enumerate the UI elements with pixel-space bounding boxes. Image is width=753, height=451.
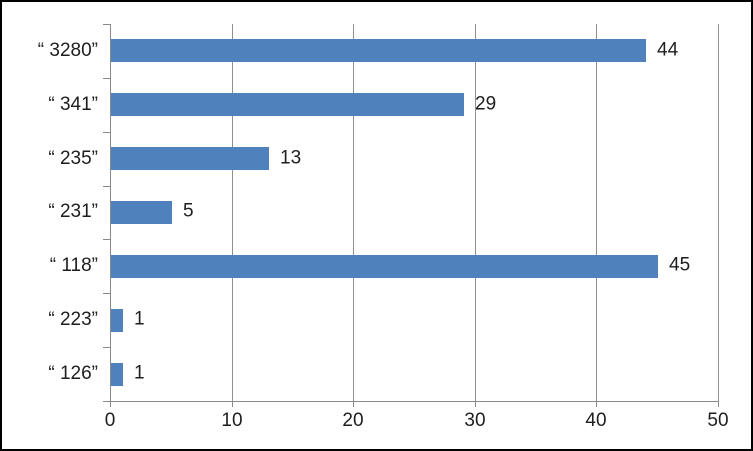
value-axis-tick [596,401,597,407]
gridline [475,24,476,401]
bar [111,39,646,62]
category-label: “ 231” [48,201,98,222]
value-axis-tick-label: 10 [221,410,243,431]
gridline [718,24,719,401]
value-axis-tick [353,401,354,407]
value-axis-tick-label: 20 [342,410,364,431]
bar-value-label: 44 [657,39,679,61]
bar-value-label: 1 [134,308,145,330]
bar [111,147,269,170]
category-label: “ 3280” [37,40,98,61]
value-axis-tick [475,401,476,407]
value-axis-tick-label: 40 [585,410,607,431]
value-axis-tick-label: 30 [464,410,486,431]
gridline [232,24,233,401]
bar [111,309,123,332]
bar-value-label: 5 [183,200,194,222]
category-label: “ 223” [48,309,98,330]
category-label: “ 341” [48,94,98,115]
category-axis-tick [103,132,110,133]
bar [111,363,123,386]
category-axis-tick [103,293,110,294]
value-axis-tick [232,401,233,407]
value-axis-tick [718,401,719,407]
category-axis-tick [103,239,110,240]
category-axis-tick [103,78,110,79]
category-label: “ 118” [49,255,98,276]
value-axis-line [110,401,719,402]
category-axis-line [110,24,111,407]
category-label: “ 235” [48,148,98,169]
bar-value-label: 45 [669,254,691,276]
bar [111,93,464,116]
gridline [596,24,597,401]
bar-value-label: 1 [134,362,145,384]
bar [111,255,658,278]
category-axis-tick [103,401,110,402]
category-label: “ 126” [48,363,98,384]
category-axis-tick [103,186,110,187]
value-axis-tick-label: 50 [707,410,729,431]
bar-value-label: 29 [475,93,497,115]
bar [111,201,172,224]
category-axis-tick [103,347,110,348]
category-axis-tick [103,24,110,25]
value-axis-tick-label: 0 [104,410,116,431]
gridline [353,24,354,401]
bar-value-label: 13 [280,147,302,169]
value-axis-tick [110,401,111,407]
